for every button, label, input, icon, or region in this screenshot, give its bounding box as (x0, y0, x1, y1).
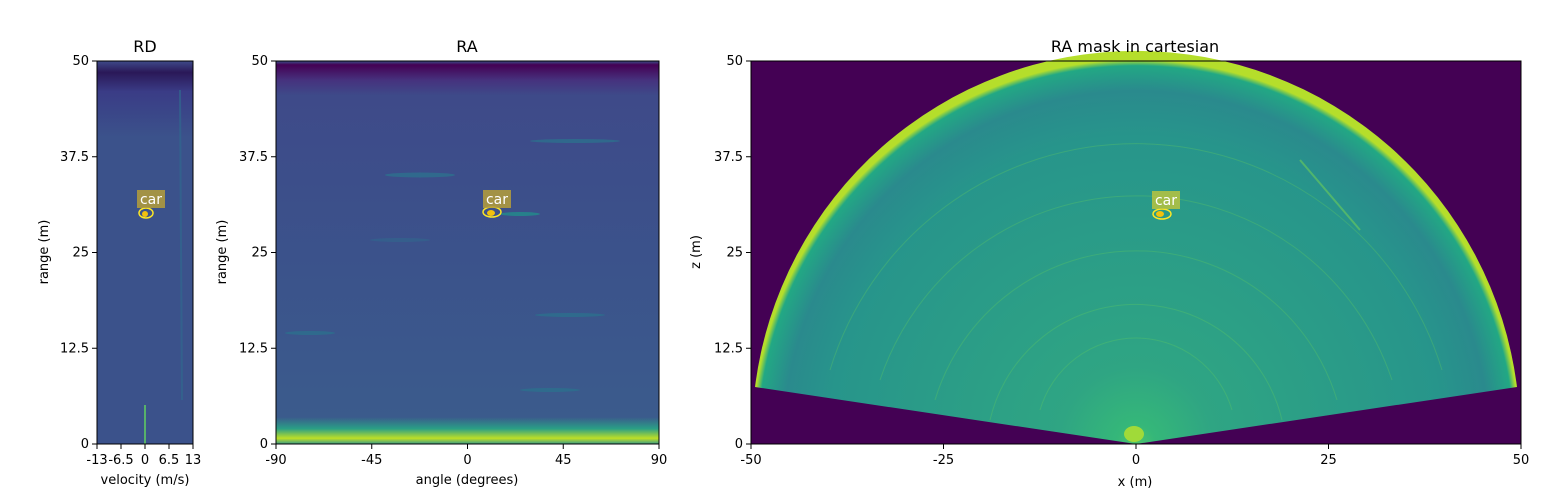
cartesian-title: RA mask in cartesian (1051, 37, 1219, 56)
y-tick-label: 37.5 (239, 150, 268, 165)
cartesian-car-label: car (1152, 191, 1180, 209)
x-tick-label: -90 (265, 453, 286, 468)
ra-xlabel: angle (degrees) (416, 473, 519, 488)
y-tick-label: 0 (81, 437, 89, 452)
x-tick-label: 90 (651, 453, 668, 468)
cartesian-streak (1299, 159, 1361, 231)
cartesian-ylabel: z (m) (689, 235, 704, 269)
ra-y-ticks: 0 12.5 25 37.5 50 (239, 54, 276, 452)
ra-x-ticks: -90 -45 0 45 90 (265, 444, 667, 468)
cartesian-y-ticks: 0 12.5 25 37.5 50 (714, 54, 751, 452)
cartesian-x-ticks: -50 -25 0 25 50 (740, 444, 1529, 468)
y-tick-label: 12.5 (239, 341, 268, 356)
x-tick-label: 50 (1513, 453, 1530, 468)
y-tick-label: 25 (72, 246, 89, 261)
y-tick-label: 25 (251, 246, 268, 261)
x-tick-label: 25 (1320, 453, 1337, 468)
x-tick-label: 45 (555, 453, 572, 468)
rd-ylabel: range (m) (37, 220, 52, 285)
ra-heatmap (276, 61, 659, 444)
y-tick-label: 12.5 (60, 341, 89, 356)
y-tick-label: 50 (72, 54, 89, 69)
svg-text:car: car (1155, 193, 1177, 209)
cartesian-arcs (829, 143, 1443, 421)
y-tick-label: 50 (726, 54, 743, 69)
rd-y-ticks: 0 12.5 25 37.5 50 (60, 54, 97, 452)
x-tick-label: 0 (141, 453, 149, 468)
ra-ylabel: range (m) (215, 220, 230, 285)
rd-x-ticks: -13 -6.5 0 6.5 13 (86, 444, 201, 468)
svg-text:car: car (140, 192, 162, 208)
x-tick-label: -45 (361, 453, 382, 468)
y-tick-label: 37.5 (60, 150, 89, 165)
x-tick-label: 13 (185, 453, 202, 468)
y-tick-label: 12.5 (714, 341, 743, 356)
rd-heatmap (97, 61, 193, 444)
rd-car-label: car (137, 190, 165, 208)
x-tick-label: -25 (933, 453, 954, 468)
x-tick-label: 6.5 (159, 453, 180, 468)
x-tick-label: -50 (740, 453, 761, 468)
rd-xlabel: velocity (m/s) (101, 473, 190, 488)
rd-panel: car RD velocity (m/s) range (m) -13 -6.5 0… (37, 37, 201, 488)
y-tick-label: 0 (735, 437, 743, 452)
cartesian-fan (755, 50, 1517, 444)
y-tick-label: 25 (726, 246, 743, 261)
ra-title: RA (456, 37, 477, 56)
cartesian-panel: car RA mask in cartesian x (m) z (m) -50… (689, 37, 1529, 490)
y-tick-label: 50 (251, 54, 268, 69)
cartesian-origin-blob (1124, 426, 1144, 442)
ra-panel: car RA angle (degrees) range (m) -90 -45 0… (215, 37, 667, 488)
x-tick-label: -6.5 (108, 453, 133, 468)
y-tick-label: 37.5 (714, 150, 743, 165)
ra-car-label: car (483, 190, 511, 208)
cartesian-xlabel: x (m) (1118, 475, 1153, 490)
x-tick-label: 0 (1132, 453, 1140, 468)
svg-text:car: car (486, 192, 508, 208)
ra-streaks (285, 139, 620, 392)
x-tick-label: 0 (463, 453, 471, 468)
y-tick-label: 0 (260, 437, 268, 452)
rd-title: RD (133, 37, 156, 56)
rd-speckle-line (179, 89, 183, 401)
x-tick-label: -13 (86, 453, 107, 468)
